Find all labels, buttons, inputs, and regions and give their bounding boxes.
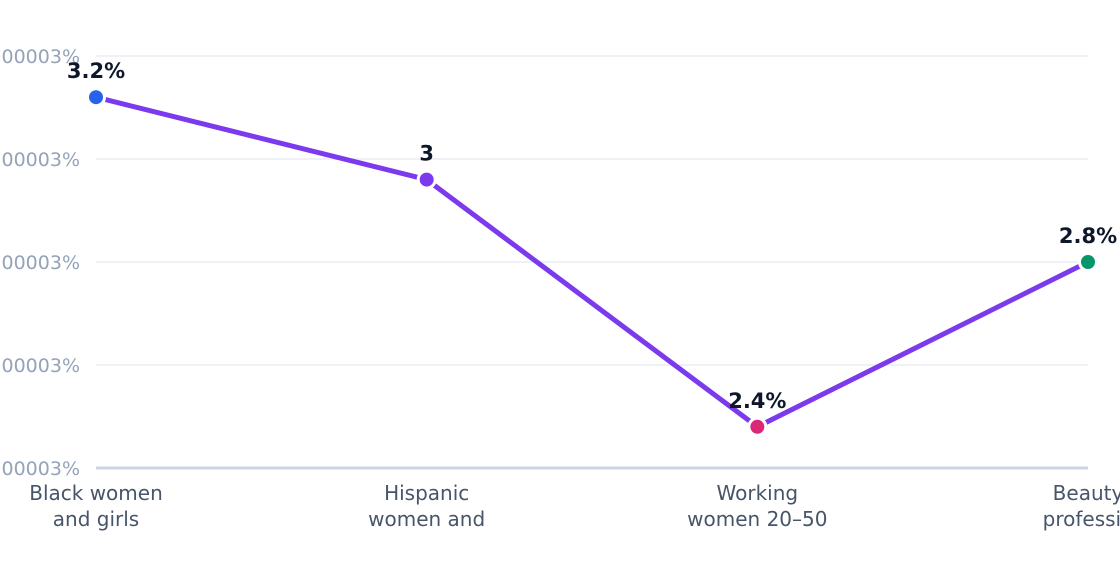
x-tick-label: professio bbox=[1043, 507, 1120, 531]
x-tick-label: women 20–50 bbox=[687, 507, 827, 531]
data-label: 3 bbox=[419, 142, 434, 166]
data-label: 3.2% bbox=[67, 59, 125, 83]
y-tick-label: 00003% bbox=[2, 458, 81, 480]
x-tick-label: Hispanic bbox=[384, 481, 469, 505]
y-tick-label: 00003% bbox=[2, 149, 81, 171]
data-point bbox=[747, 416, 768, 437]
x-tick-label: Black women bbox=[29, 481, 163, 505]
x-tick-label: and girls bbox=[53, 507, 139, 531]
data-point bbox=[1078, 252, 1098, 272]
x-tick-label: women and bbox=[368, 507, 485, 531]
x-tick-label: Working bbox=[717, 481, 799, 505]
y-tick-label: 00003% bbox=[2, 46, 81, 68]
y-tick-label: 00003% bbox=[2, 355, 81, 377]
y-tick-label: 00003% bbox=[2, 252, 81, 274]
data-point bbox=[86, 87, 106, 108]
data-label: 2.4% bbox=[728, 389, 786, 413]
series-line bbox=[93, 94, 1091, 430]
data-label: 2.8% bbox=[1059, 224, 1117, 248]
x-tick-label: Beauty bbox=[1053, 481, 1120, 505]
data-point bbox=[416, 169, 437, 190]
